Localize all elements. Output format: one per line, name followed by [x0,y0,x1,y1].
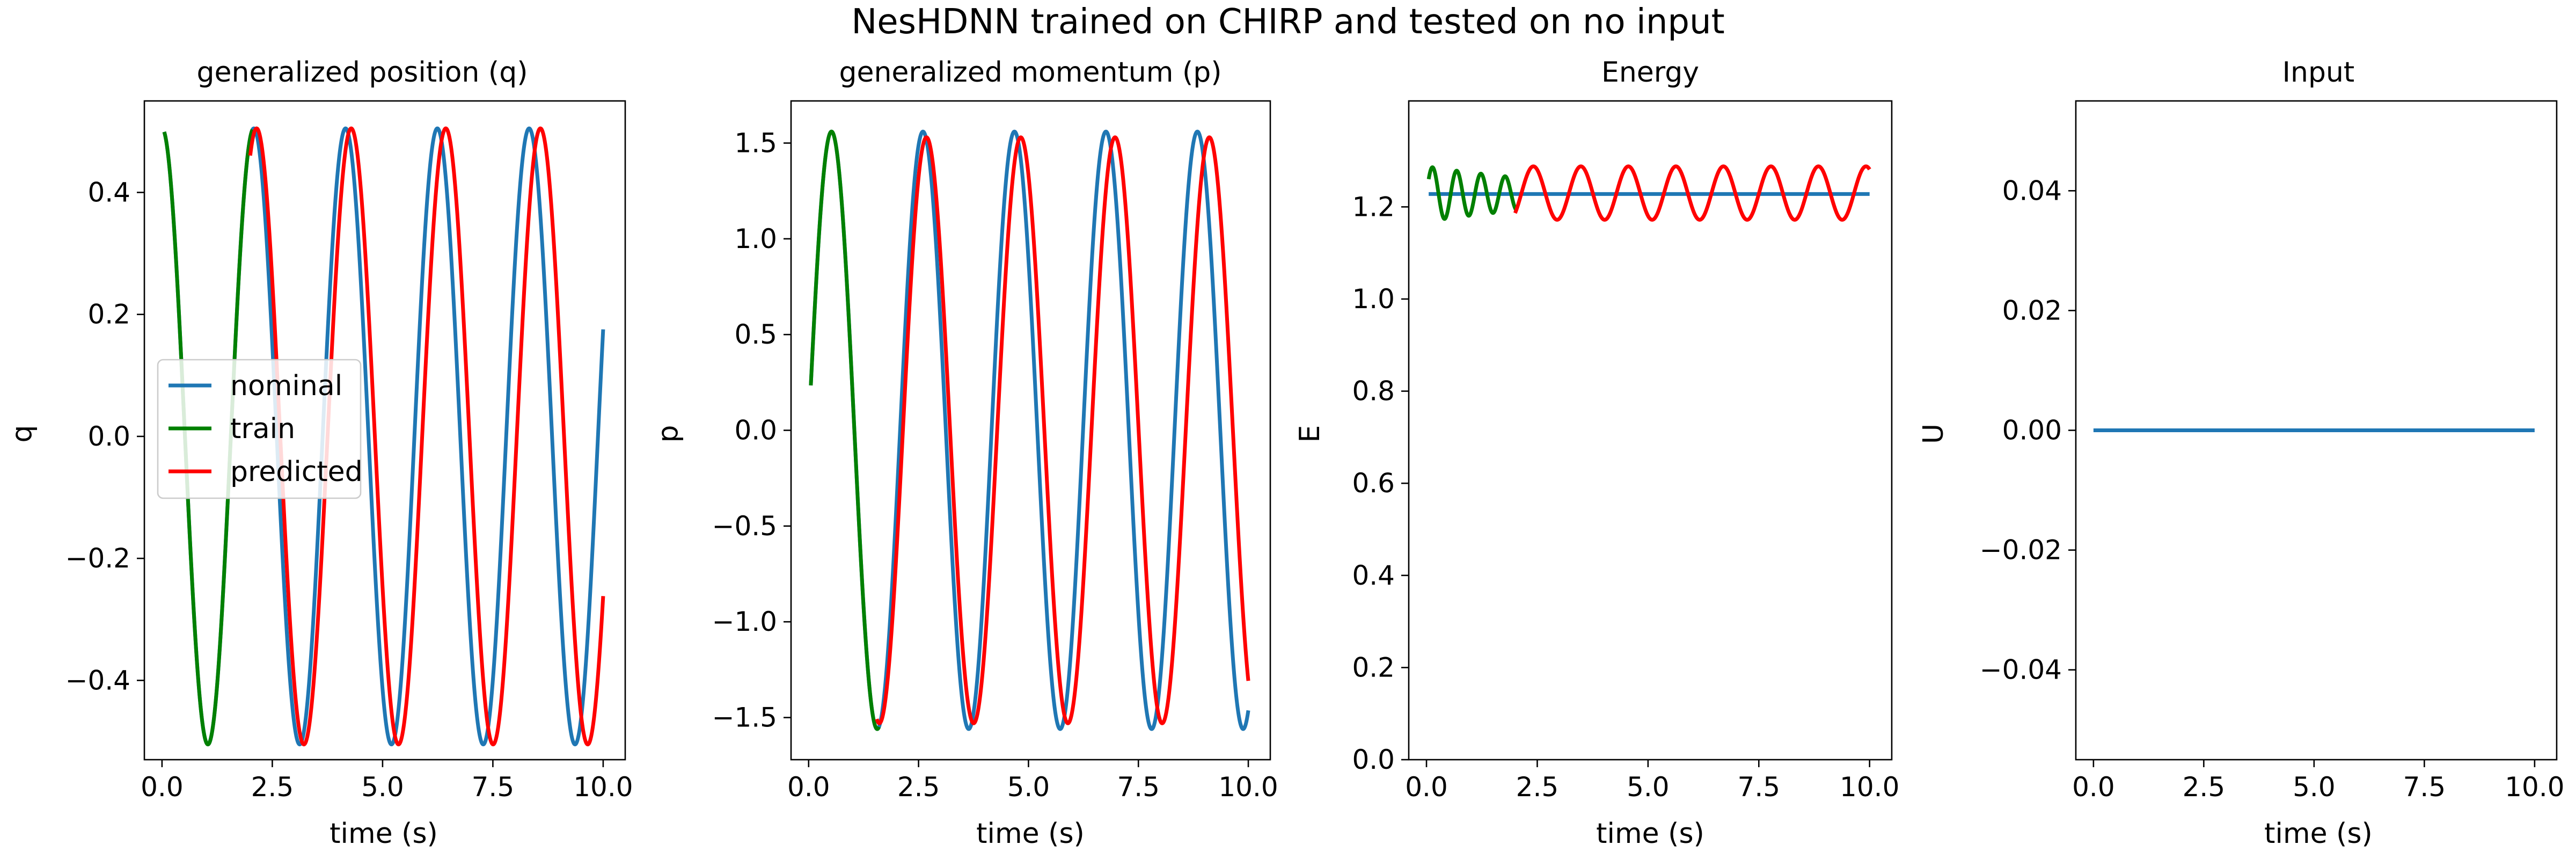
plot-layer: 0.0 2.5 5.0 7.5 10.0 −0.4 −0.2 0.0 0.2 0.4 nominal… [65,100,2565,803]
x-axis-label: time (s) [2264,818,2373,850]
series-group [809,129,1250,731]
y-axis-label: E [1294,425,1326,443]
legend-label: nominal [230,370,342,402]
y-tick-label: −1.0 [712,606,777,637]
axes-frame [1408,100,1893,761]
y-tick-label: 0.0 [1352,744,1395,775]
subplot-energy: Energy time (s) E [1294,56,1704,850]
x-tick-label: 5.0 [1007,771,1050,803]
axes-3: 0.0 2.5 5.0 7.5 10.0 0.0 0.2 0.4 0.6 0.8 1.0 1.2 [1352,100,1899,803]
x-tick-label: 5.0 [2293,771,2336,803]
y-tick-label: 0.2 [87,299,130,330]
x-tick-label: 0.0 [141,771,184,803]
x-axis-label: time (s) [976,818,1085,850]
y-tick-label: −1.5 [712,702,777,733]
series-line-train [809,129,881,731]
x-tick-label: 10.0 [573,771,633,803]
axes-4: 0.0 2.5 5.0 7.5 10.0 −0.04 −0.02 0.00 0.02 0.04 [1980,100,2565,803]
y-tick-label: 0.6 [1352,468,1395,499]
figure-title: NesHDNN trained on CHIRP and tested on n… [851,2,1724,42]
x-tick-label: 5.0 [361,771,404,803]
x-tick-label: 2.5 [2183,771,2226,803]
x-tick-label: 7.5 [472,771,515,803]
x-tick-label: 5.0 [1627,771,1670,803]
y-tick-label: 0.4 [1352,560,1395,591]
subplot-position: generalized position (q) time (s) q [6,56,528,850]
y-tick-label: 1.0 [1352,283,1395,315]
subplot-momentum: generalized momentum (p) time (s) p [652,56,1222,850]
y-tick-label: −0.04 [1980,654,2062,686]
series-line-predicted [875,135,1250,725]
subplot-title: generalized momentum (p) [839,56,1221,89]
x-tick-label: 2.5 [1516,771,1559,803]
y-tick-label: 1.5 [734,127,777,158]
x-tick-label: 10.0 [1840,771,1899,803]
x-tick-label: 2.5 [251,771,294,803]
y-axis-label: q [6,425,38,442]
x-tick-label: 7.5 [1738,771,1781,803]
y-tick-label: 0.04 [2002,175,2062,206]
y-tick-label: 0.0 [734,415,777,446]
x-tick-label: 10.0 [2505,771,2564,803]
x-tick-label: 0.0 [2072,771,2115,803]
series-group [1426,164,1871,222]
axes-1: 0.0 2.5 5.0 7.5 10.0 −0.4 −0.2 0.0 0.2 0.4 nominal… [65,100,633,803]
legend: nominal train predicted [157,359,363,499]
y-tick-label: 0.4 [87,177,130,208]
series-line-predicted [248,126,605,747]
x-tick-label: 2.5 [897,771,940,803]
axes-frame [143,100,626,761]
y-tick-label: 1.0 [734,223,777,254]
y-tick-label: −0.5 [712,511,777,542]
series-line-train [1426,165,1519,221]
y-axis-label: U [1918,424,1950,444]
y-tick-label: −0.2 [65,543,130,574]
legend-label: train [230,413,295,445]
x-tick-label: 7.5 [2403,771,2446,803]
series-line-nominal [809,129,1250,731]
subplot-title: Input [2282,56,2355,89]
subplot-input: Input time (s) U [1918,56,2373,850]
y-tick-label: 0.0 [87,421,130,452]
series-line-train [162,128,254,747]
x-tick-label: 0.0 [787,771,830,803]
y-tick-label: −0.4 [65,665,130,696]
y-tick-label: 1.2 [1352,191,1395,222]
subplot-title: Energy [1601,56,1699,89]
x-tick-label: 10.0 [1218,771,1278,803]
legend-box [157,359,362,499]
x-axis-label: time (s) [1596,818,1704,850]
y-tick-label: 0.00 [2002,415,2062,446]
y-axis-label: p [652,425,684,442]
y-tick-label: −0.02 [1980,535,2062,566]
y-tick-label: 0.5 [734,319,777,350]
y-tick-label: 0.2 [1352,652,1395,683]
subplot-title: generalized position (q) [197,56,528,89]
y-tick-label: 0.02 [2002,295,2062,326]
legend-label: predicted [230,456,363,488]
series-line-predicted [1513,164,1871,222]
x-tick-label: 7.5 [1117,771,1160,803]
axes-2: 0.0 2.5 5.0 7.5 10.0 −1.5 −1.0 −0.5 0.0 0.5 1.0 1.5 [712,100,1278,803]
series-group [162,126,605,747]
x-axis-label: time (s) [330,818,438,850]
x-tick-label: 0.0 [1405,771,1448,803]
y-tick-label: 0.8 [1352,376,1395,407]
